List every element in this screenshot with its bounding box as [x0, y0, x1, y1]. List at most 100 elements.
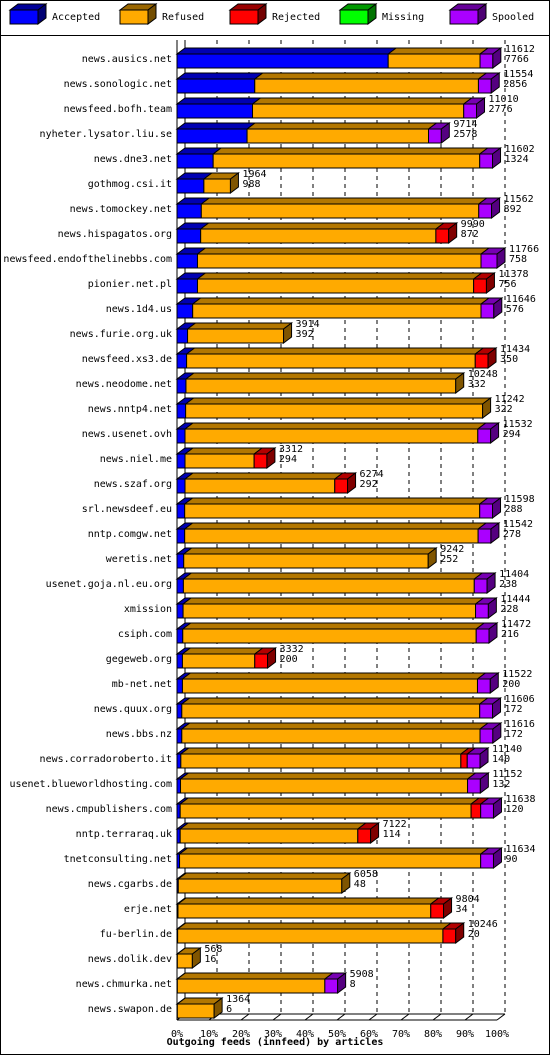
offered-label: 11472 — [501, 619, 531, 630]
y-tick-label: news.dolik.dev — [88, 954, 172, 965]
bar-side — [492, 722, 502, 744]
offered-label: 3332 — [280, 644, 304, 655]
bar-top — [184, 372, 466, 380]
accepted-label: 392 — [296, 329, 314, 340]
bar-top — [199, 222, 446, 230]
bar-top — [175, 47, 398, 55]
bar-segment — [470, 803, 482, 819]
y-tick-label: pionier.net.pl — [88, 279, 172, 290]
bar-side — [440, 122, 450, 144]
offered-label: 11554 — [503, 69, 533, 80]
bar-segment — [200, 228, 437, 244]
bar-segment — [203, 178, 231, 194]
bar-segment — [185, 403, 484, 419]
offered-label: 1964 — [242, 169, 266, 180]
bar-side — [479, 772, 489, 794]
bar-segment — [387, 53, 481, 69]
bar-segment — [473, 578, 488, 594]
legend-label: Refused — [162, 12, 204, 23]
accepted-label: 140 — [492, 754, 510, 765]
bar-segment — [200, 203, 480, 219]
offered-label: 11242 — [495, 394, 525, 405]
legend-label: Rejected — [272, 12, 320, 23]
bar-side — [213, 997, 223, 1019]
legend-swatch — [119, 9, 149, 25]
bar-side — [482, 397, 492, 419]
accepted-label: 8 — [350, 979, 356, 990]
bar-segment — [475, 628, 490, 644]
y-tick-label: news.corradoroberto.it — [40, 754, 172, 765]
y-tick-label: news.usenet.ovh — [82, 429, 172, 440]
bar-segment — [181, 678, 478, 694]
x-tick-label: 30% — [264, 1029, 282, 1040]
accepted-label: 278 — [503, 529, 521, 540]
offered-label: 11598 — [505, 494, 535, 505]
bar-side — [492, 697, 502, 719]
bar-segment — [184, 453, 255, 469]
bar-top — [175, 97, 263, 105]
bar-segment — [176, 228, 202, 244]
accepted-label: 200 — [280, 654, 298, 665]
y-tick-label: xmission — [124, 604, 172, 615]
y-tick-label: news.quux.org — [94, 704, 172, 715]
bar-side — [489, 672, 499, 694]
offered-label: 11404 — [499, 569, 529, 580]
accepted-label: 34 — [456, 904, 468, 915]
bar-segment — [324, 978, 339, 994]
bar-top — [253, 72, 488, 80]
x-tick-label: 60% — [360, 1029, 378, 1040]
y-tick-label: news.chmurka.net — [76, 979, 172, 990]
bar-side — [448, 222, 458, 244]
accepted-label: 216 — [501, 629, 519, 640]
tick-mark — [336, 1013, 346, 1021]
accepted-label: 90 — [505, 854, 517, 865]
accepted-label: 48 — [354, 879, 366, 890]
accepted-label: 6 — [226, 1004, 232, 1015]
bar-top — [185, 347, 485, 355]
bar-segment — [176, 78, 256, 94]
accepted-label: 20 — [468, 929, 480, 940]
y-tick-label: news.furie.org.uk — [70, 329, 172, 340]
bar-segment — [177, 928, 444, 944]
y-tick-label: newsfeed.endofthelinebbs.com — [3, 254, 172, 265]
y-tick-label: news.ausics.net — [82, 54, 172, 65]
y-tick-label: news.1d4.us — [106, 304, 172, 315]
bar-segment — [428, 128, 442, 144]
bar-segment — [479, 503, 494, 519]
bar-segment — [478, 203, 493, 219]
bar-segment — [176, 628, 184, 644]
tick-mark — [304, 1013, 314, 1021]
bar-segment — [477, 78, 492, 94]
offered-label: 11434 — [500, 344, 530, 355]
bar-top — [180, 697, 490, 705]
bar-side — [370, 822, 380, 844]
accepted-label: 2856 — [503, 79, 527, 90]
bar-segment — [187, 328, 285, 344]
bar-top — [179, 747, 471, 755]
accepted-label: 350 — [500, 354, 518, 365]
bar-segment — [176, 753, 182, 769]
bar-segment — [176, 653, 183, 669]
y-tick-label: news.hispagatos.org — [58, 229, 172, 240]
y-tick-label: news.cgarbs.de — [88, 879, 172, 890]
accepted-label: 228 — [500, 604, 518, 615]
offered-label: 11602 — [505, 144, 535, 155]
offered-label: 9804 — [456, 894, 480, 905]
bar-side — [490, 72, 500, 94]
bar-segment — [176, 378, 187, 394]
bar-segment — [176, 603, 184, 619]
y-tick-label: nntp.comgw.net — [88, 529, 172, 540]
bar-segment — [435, 228, 450, 244]
offered-label: 6274 — [360, 469, 384, 480]
bar-segment — [182, 603, 477, 619]
bar-side — [492, 147, 502, 169]
bar-segment — [442, 928, 457, 944]
bar-top — [178, 822, 368, 830]
y-tick-label: newsfeed.bofh.team — [64, 104, 172, 115]
bar-segment — [479, 703, 494, 719]
bar-segment — [192, 303, 482, 319]
bar-segment — [183, 553, 429, 569]
accepted-label: 294 — [503, 429, 521, 440]
bar-side — [455, 372, 465, 394]
